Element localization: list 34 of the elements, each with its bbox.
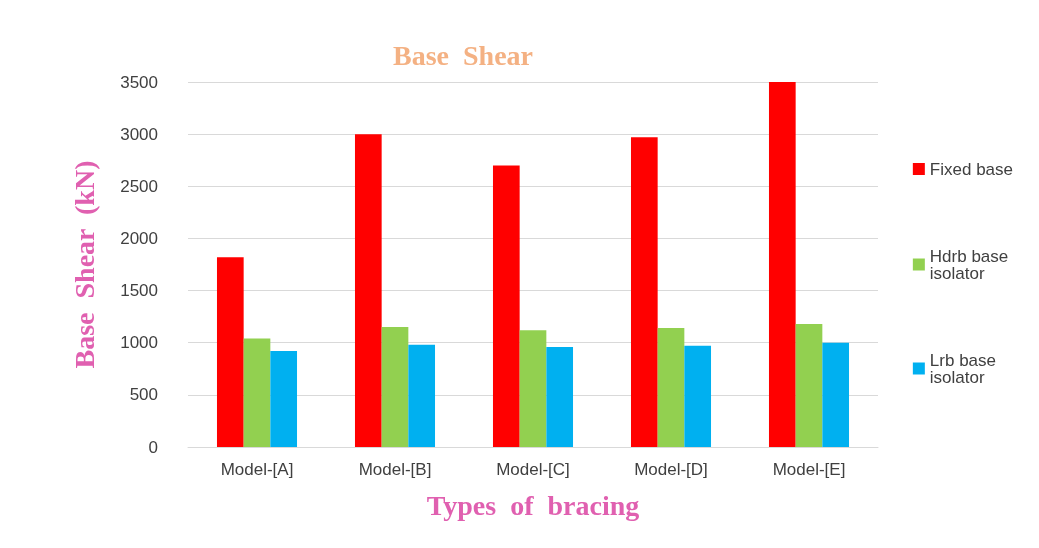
bar [657, 328, 685, 447]
x-tick-label: Model-[B] [358, 460, 432, 479]
bar [684, 345, 712, 447]
x-tick-label: Model-[D] [634, 460, 708, 479]
y-axis-title: Base Shear (kN) [68, 160, 100, 369]
bar [243, 338, 271, 447]
bar [768, 82, 796, 447]
bar [408, 344, 436, 447]
legend-label: Lrb base isolator [929, 350, 1001, 387]
y-tick-label: 500 [129, 385, 158, 405]
bar [492, 165, 520, 447]
legend-label: Hdrb base isolator [929, 246, 1014, 283]
x-tick-label: Model-[E] [772, 460, 846, 479]
bar [216, 257, 244, 447]
bar [630, 137, 658, 447]
x-tick-label: Model-[A] [220, 460, 294, 479]
y-tick-label: 1000 [120, 333, 158, 353]
bar [270, 351, 298, 447]
y-tick-label: 1500 [120, 281, 158, 301]
bar [546, 346, 574, 447]
y-tick-label: 3000 [120, 124, 158, 144]
bar [354, 134, 382, 447]
chart-title: Base Shear [393, 39, 533, 71]
y-tick-label: 3500 [120, 72, 158, 92]
bar [795, 323, 823, 447]
bar [381, 327, 409, 447]
x-tick-label: Model-[C] [496, 460, 570, 479]
y-tick-label: 2000 [120, 228, 158, 248]
y-tick-label: 0 [148, 437, 158, 457]
bar [822, 342, 850, 447]
bar [519, 330, 547, 447]
legend-label: Fixed base [929, 159, 1014, 179]
x-axis-title: Types of bracing [426, 489, 640, 521]
y-tick-label: 2500 [120, 176, 158, 196]
